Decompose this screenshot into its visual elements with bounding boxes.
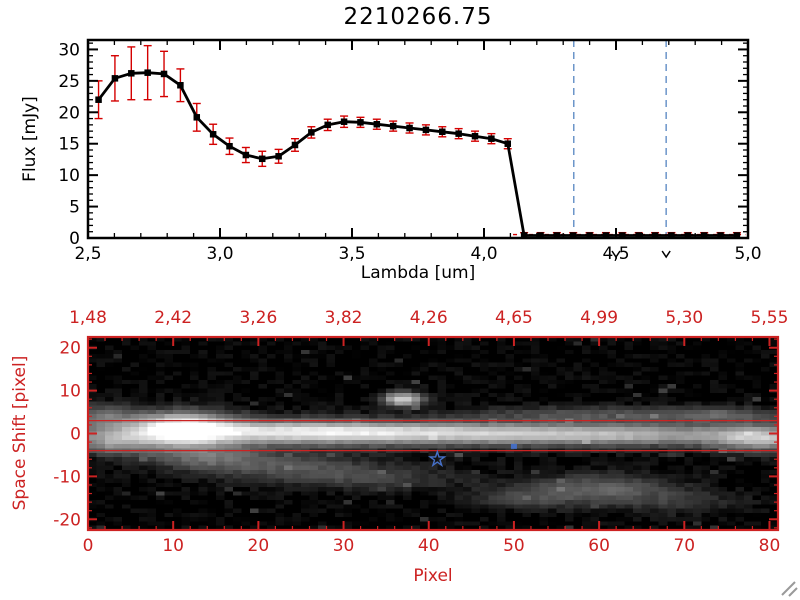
svg-text:70: 70 [673, 536, 695, 556]
svg-text:3,0: 3,0 [206, 244, 233, 264]
pixel-axis-label: Pixel [413, 566, 453, 586]
svg-text:50: 50 [503, 536, 525, 556]
svg-text:20: 20 [58, 103, 80, 123]
svg-text:10: 10 [59, 382, 81, 402]
svg-text:40: 40 [418, 536, 440, 556]
svg-text:4,99: 4,99 [580, 308, 618, 328]
svg-text:2,5: 2,5 [74, 244, 101, 264]
spectral-image-canvas [88, 337, 778, 530]
svg-text:4,0: 4,0 [470, 244, 497, 264]
svg-text:30: 30 [333, 536, 355, 556]
chart-title: 2210266.75 [343, 4, 493, 30]
svg-text:5,0: 5,0 [734, 244, 761, 264]
svg-text:-20: -20 [53, 510, 81, 530]
svg-text:-10: -10 [53, 467, 81, 487]
svg-text:3,26: 3,26 [239, 308, 277, 328]
svg-text:15: 15 [58, 135, 80, 155]
svg-text:20: 20 [248, 536, 270, 556]
svg-text:0: 0 [83, 536, 94, 556]
space-shift-axis-label: Space Shift [pixel] [10, 355, 30, 511]
svg-text:3,5: 3,5 [338, 244, 365, 264]
svg-text:60: 60 [588, 536, 610, 556]
svg-text:10: 10 [162, 536, 184, 556]
svg-text:30: 30 [58, 40, 80, 60]
svg-text:4,65: 4,65 [495, 308, 533, 328]
svg-text:0: 0 [70, 425, 81, 445]
svg-text:5: 5 [69, 198, 80, 218]
svg-text:5,55: 5,55 [751, 308, 789, 328]
svg-text:4,26: 4,26 [410, 308, 448, 328]
flux-axis-label: Flux [mJy] [20, 96, 40, 182]
svg-text:80: 80 [759, 536, 781, 556]
svg-text:1,48: 1,48 [69, 308, 107, 328]
svg-text:20: 20 [59, 339, 81, 359]
svg-text:2,42: 2,42 [154, 308, 192, 328]
lambda-axis-label: Lambda [um] [360, 263, 476, 283]
svg-text:10: 10 [58, 166, 80, 186]
svg-text:25: 25 [58, 72, 80, 92]
svg-text:4,5: 4,5 [602, 244, 629, 264]
svg-text:3,82: 3,82 [325, 308, 363, 328]
svg-text:5,30: 5,30 [665, 308, 703, 328]
svg-text:0: 0 [69, 229, 80, 249]
